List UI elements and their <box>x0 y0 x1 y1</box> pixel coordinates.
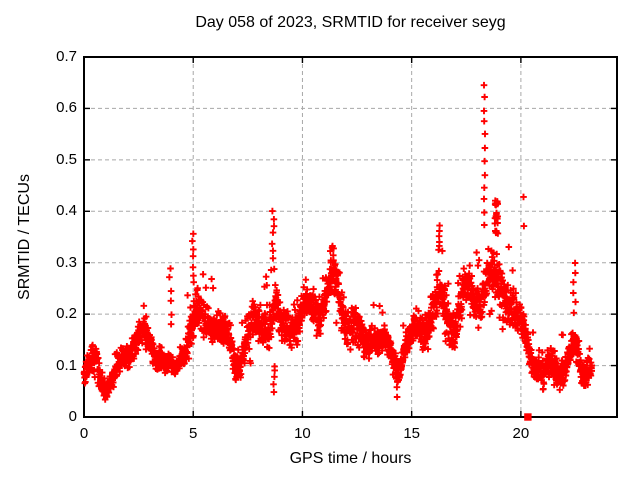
y-tick-label: 0.6 <box>56 99 77 117</box>
grid-lines <box>84 57 617 417</box>
x-tick-label: 15 <box>403 425 420 442</box>
x-tick-label: 10 <box>294 425 311 442</box>
y-tick-label: 0.4 <box>56 202 77 220</box>
x-tick-label: 20 <box>512 425 530 442</box>
x-tick-label: 0 <box>79 425 89 442</box>
y-tick-label: 0.2 <box>56 305 77 323</box>
y-tick-label: 0.1 <box>56 356 77 374</box>
scatter-points <box>80 81 596 421</box>
x-tick-label: 5 <box>189 425 198 442</box>
y-tick-label: 0.7 <box>56 48 77 65</box>
x-axis-label: GPS time / hours <box>289 450 412 467</box>
plot-border <box>83 56 618 418</box>
chart-title: Day 058 of 2023, SRMTID for receiver sey… <box>195 14 506 31</box>
y-tick-label: 0.5 <box>56 150 77 168</box>
y-tick-label: 0 <box>68 408 77 425</box>
y-tick-label: 0.3 <box>56 253 77 271</box>
